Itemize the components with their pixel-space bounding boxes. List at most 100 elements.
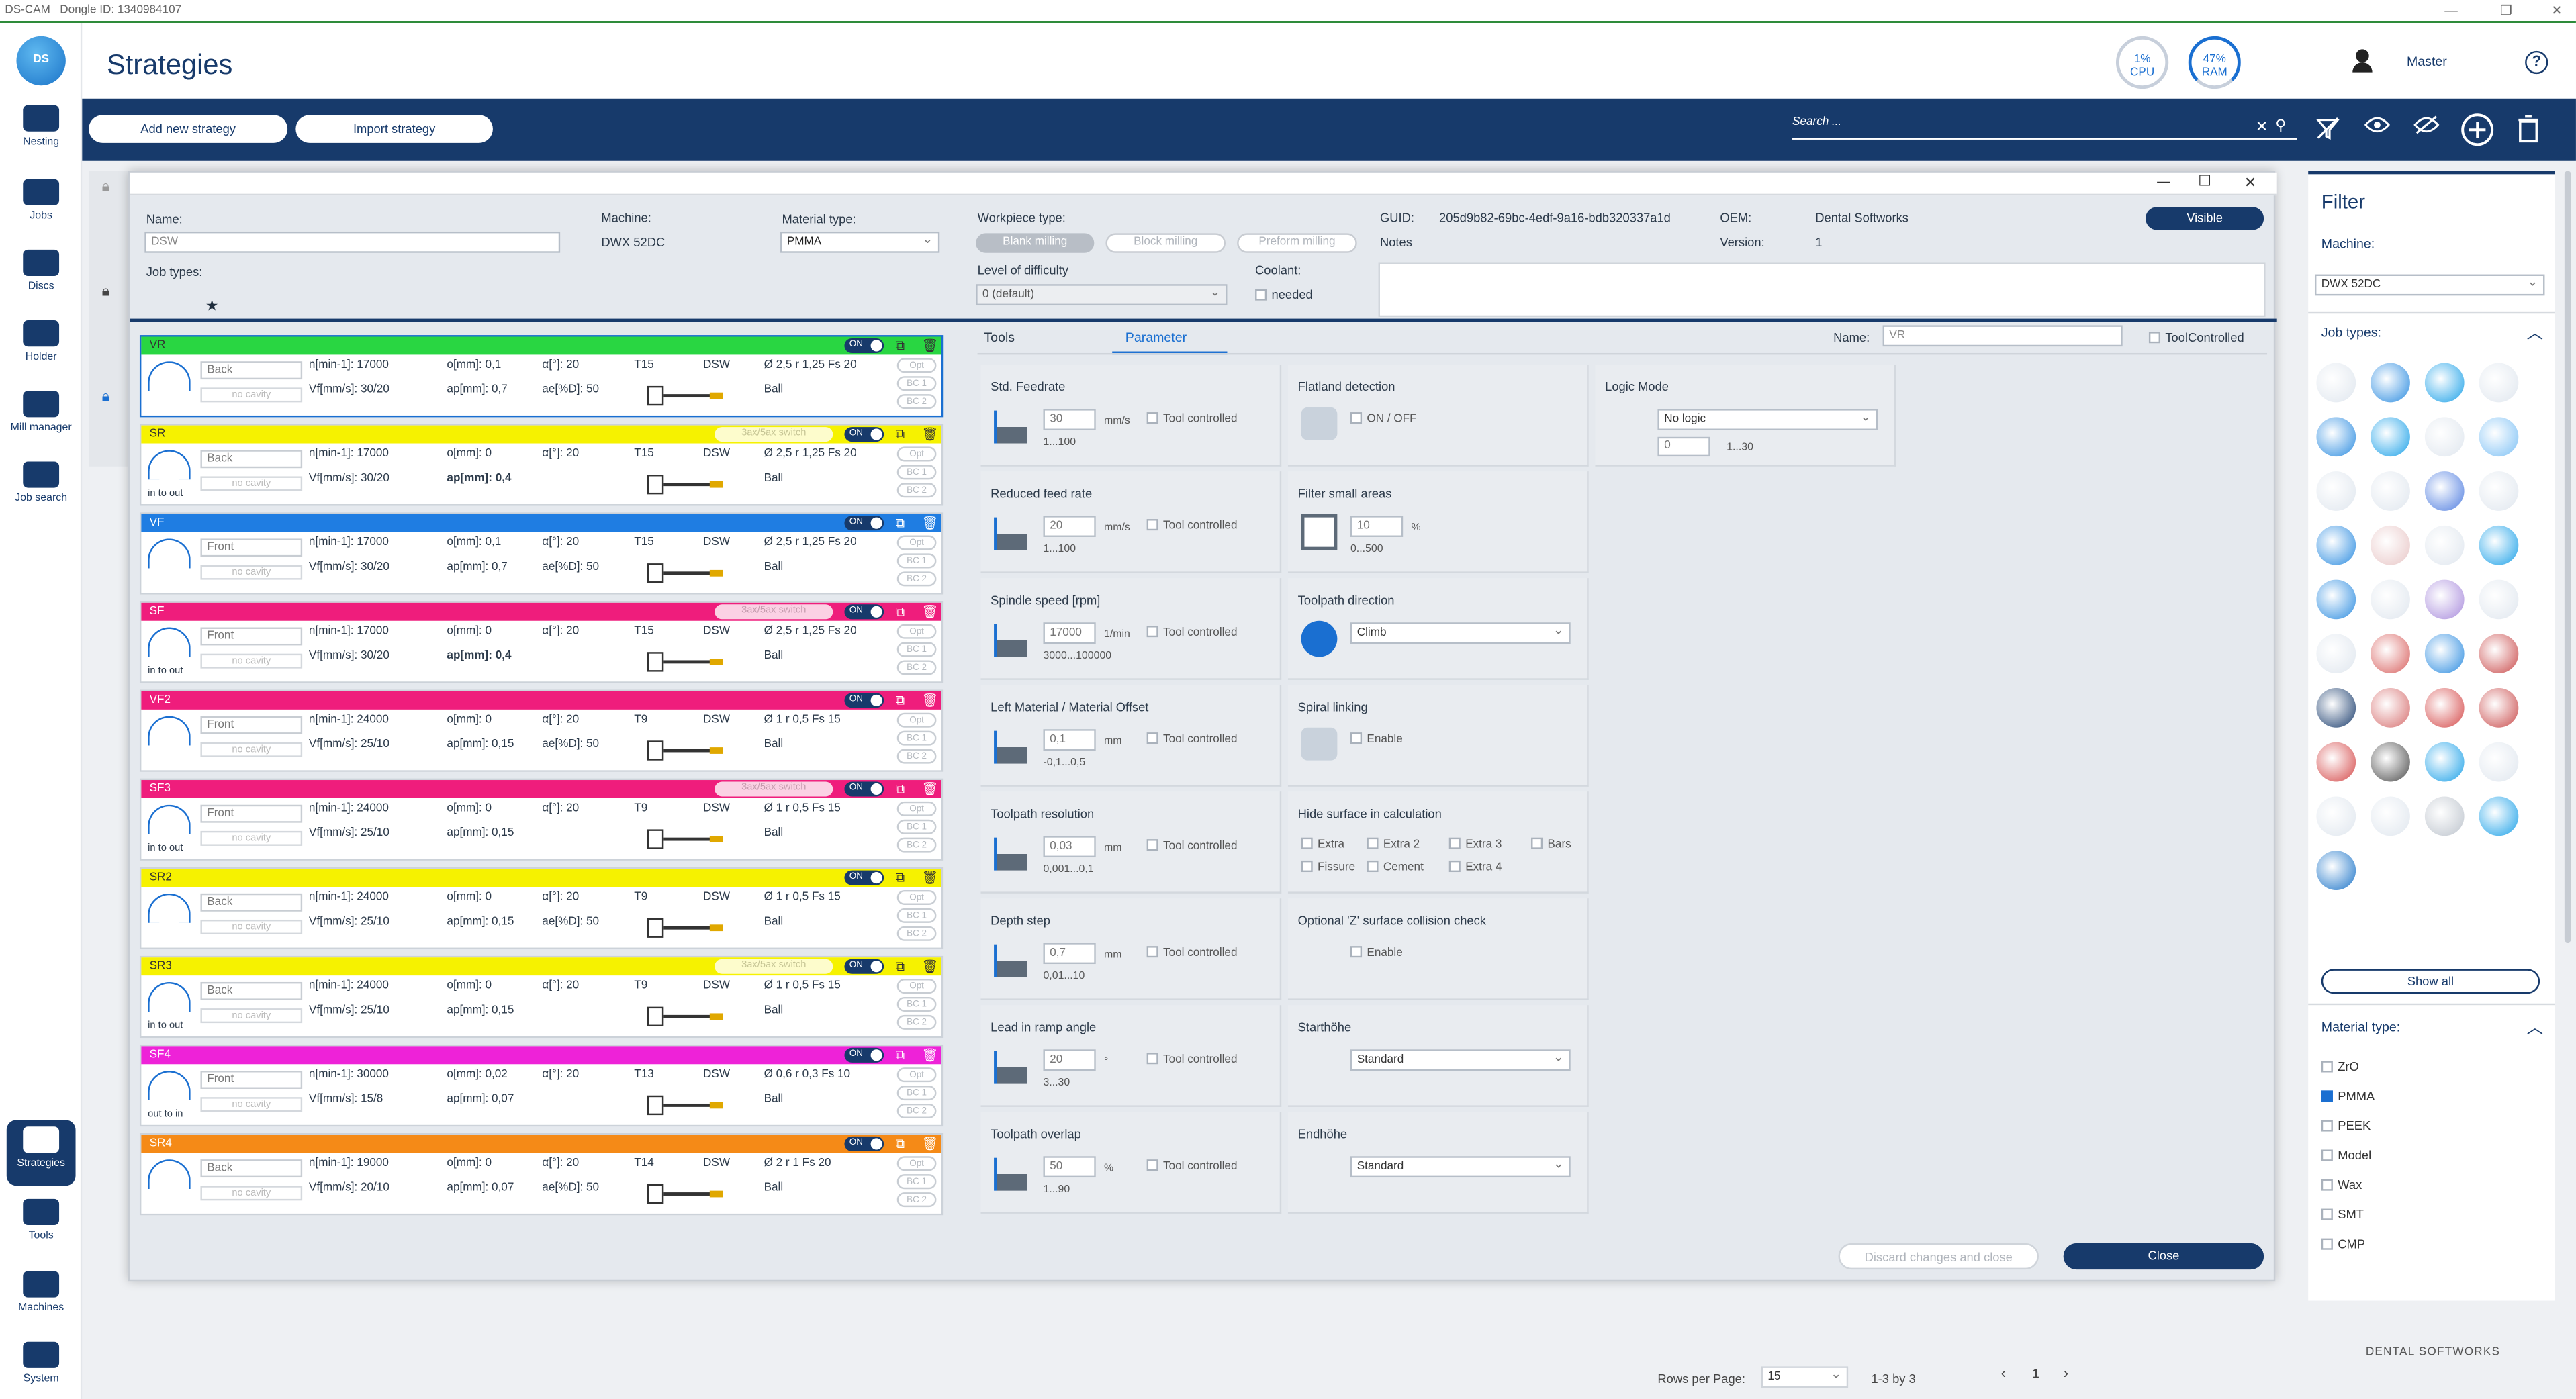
discard-changes-button[interactable]: Discard changes and close (1838, 1243, 2039, 1270)
no-cavity-field[interactable]: no cavity (200, 476, 303, 491)
collapse-icon[interactable]: ︿ (2526, 1020, 2544, 1039)
filter-off-icon[interactable] (2316, 117, 2340, 140)
on-toggle[interactable]: ON (844, 1136, 884, 1151)
job-type-icon[interactable] (2479, 742, 2519, 782)
strategy-card[interactable]: SF 3ax/5ax switch ON ⧉ 🗑︎ in to out Front no ca… (139, 601, 944, 683)
job-type-icon[interactable] (2424, 796, 2465, 836)
no-cavity-field[interactable]: no cavity (200, 1186, 303, 1201)
nav-item-jobs[interactable]: Jobs (0, 179, 82, 222)
on-toggle[interactable]: ON (844, 427, 884, 442)
param-select[interactable]: Climb (1350, 621, 1571, 644)
hide-surface-checkbox[interactable]: Fissure (1301, 860, 1355, 873)
opt-toggle[interactable]: Opt (896, 889, 937, 905)
copy-icon[interactable]: ⧉ (895, 604, 905, 620)
dialog-maximize-icon[interactable]: ☐ (2198, 172, 2212, 189)
block-milling-option[interactable]: Block milling (1105, 233, 1226, 253)
trash-icon[interactable]: 🗑︎ (921, 870, 939, 885)
search-icon[interactable]: ⚲ (2275, 116, 2287, 134)
direction-select[interactable]: Front (200, 627, 303, 646)
copy-icon[interactable]: ⧉ (895, 959, 905, 974)
job-type-icon[interactable] (2371, 525, 2410, 565)
hide-surface-checkbox[interactable]: Extra 3 (1448, 837, 1502, 851)
current-page[interactable]: 1 (2032, 1366, 2039, 1382)
param-checkbox[interactable]: Enable (1350, 946, 1403, 959)
hide-surface-checkbox[interactable]: Bars (1531, 837, 1571, 851)
direction-select[interactable]: Back (200, 361, 303, 380)
clear-search-icon[interactable]: ✕ (2255, 118, 2268, 135)
on-toggle[interactable]: ON (844, 516, 884, 531)
direction-select[interactable]: Back (200, 450, 303, 469)
nav-item-strategies[interactable]: Strategies (6, 1120, 76, 1186)
job-type-icon[interactable] (2424, 742, 2465, 782)
opt-toggle[interactable]: Opt (896, 801, 937, 816)
trash-icon[interactable]: 🗑︎ (921, 781, 939, 797)
param-input[interactable]: 0,7 (1043, 943, 1096, 965)
direction-select[interactable]: Front (200, 1071, 303, 1089)
axis-switch-toggle[interactable]: 3ax/5ax switch (715, 427, 833, 442)
trash-icon[interactable]: 🗑︎ (921, 604, 939, 620)
copy-icon[interactable]: ⧉ (895, 516, 905, 531)
rows-per-page-select[interactable]: 15 (1761, 1365, 1849, 1388)
visible-icon[interactable] (2364, 115, 2391, 134)
strategy-card[interactable]: VF2 ON ⧉ 🗑︎ Front no cavity n[min-1]: 24000 Vf[… (139, 689, 944, 772)
tab-parameter[interactable]: Parameter (1125, 330, 1187, 345)
material-checkbox-zro[interactable]: ZrO (2321, 1059, 2359, 1074)
trash-icon[interactable]: 🗑︎ (921, 693, 939, 708)
direction-select[interactable]: Back (200, 893, 303, 912)
copy-icon[interactable]: ⧉ (895, 1047, 905, 1063)
strategy-card[interactable]: SR3 3ax/5ax switch ON ⧉ 🗑︎ in to out Back no ca… (139, 955, 944, 1039)
bc2-toggle[interactable]: BC 2 (896, 1192, 937, 1208)
direction-select[interactable]: Front (200, 804, 303, 823)
nav-item-job-search[interactable]: Job search (0, 461, 82, 504)
param-select[interactable]: Standard (1350, 1048, 1571, 1071)
filter-machine-select[interactable]: DWX 52DC (2314, 273, 2545, 296)
strategy-card[interactable]: VR ON ⧉ 🗑︎ Back no cavity n[min-1]: 17000 Vf[mm… (139, 335, 944, 418)
material-checkbox-wax[interactable]: Wax (2321, 1177, 2362, 1192)
bc1-toggle[interactable]: BC 1 (896, 465, 937, 480)
axis-switch-toggle[interactable]: 3ax/5ax switch (715, 781, 833, 797)
tool-controlled-checkbox[interactable]: Tool controlled (1146, 519, 1237, 532)
param-input[interactable]: 30 (1043, 409, 1096, 430)
no-cavity-field[interactable]: no cavity (200, 653, 303, 669)
job-type-icon[interactable] (2316, 688, 2356, 728)
bc2-toggle[interactable]: BC 2 (896, 749, 937, 764)
bc1-toggle[interactable]: BC 1 (896, 1174, 937, 1190)
collapse-icon[interactable]: ︿ (2526, 325, 2544, 344)
material-checkbox-cmp[interactable]: CMP (2321, 1237, 2365, 1251)
no-cavity-field[interactable]: no cavity (200, 387, 303, 403)
preform-milling-option[interactable]: Preform milling (1237, 233, 1357, 253)
tool-controlled-checkbox[interactable]: Tool controlled (1146, 1159, 1237, 1173)
hide-surface-checkbox[interactable]: Extra 4 (1448, 860, 1502, 873)
copy-icon[interactable]: ⧉ (895, 427, 905, 442)
job-type-icon[interactable] (2316, 851, 2356, 890)
direction-select[interactable]: Front (200, 538, 303, 557)
maximize-icon[interactable]: ❐ (2500, 3, 2512, 18)
axis-switch-toggle[interactable]: 3ax/5ax switch (715, 604, 833, 620)
strategy-card[interactable]: SR2 ON ⧉ 🗑︎ Back no cavity n[min-1]: 24000 Vf[m… (139, 867, 944, 950)
job-type-icon[interactable] (2316, 471, 2356, 511)
user-avatar-icon[interactable] (2352, 49, 2373, 73)
nav-item-nesting[interactable]: Nesting (0, 105, 82, 148)
hide-surface-checkbox[interactable]: Cement (1367, 860, 1424, 873)
job-type-icon[interactable] (2479, 796, 2519, 836)
bc2-toggle[interactable]: BC 2 (896, 571, 937, 587)
user-name[interactable]: Master (2406, 54, 2447, 69)
search-input[interactable]: Search ... (1792, 117, 2297, 140)
opt-toggle[interactable]: Opt (896, 979, 937, 994)
trash-icon[interactable]: 🗑︎ (921, 1136, 939, 1151)
job-type-icon[interactable] (2316, 525, 2356, 565)
job-type-icon[interactable] (2479, 417, 2519, 457)
job-type-icon[interactable] (2424, 634, 2465, 674)
nav-item-holder[interactable]: Holder (0, 320, 82, 363)
param-input[interactable]: 10 (1350, 516, 1404, 537)
job-type-icon[interactable] (2371, 363, 2410, 403)
job-type-icon[interactable] (2479, 363, 2519, 403)
bc2-toggle[interactable]: BC 2 (896, 394, 937, 409)
trash-icon[interactable]: 🗑︎ (921, 427, 939, 442)
strategy-header-bar[interactable]: VR ON ⧉ 🗑︎ (141, 336, 941, 355)
strategy-header-bar[interactable]: SF 3ax/5ax switch ON ⧉ 🗑︎ (141, 602, 941, 621)
strategy-header-bar[interactable]: SF4 ON ⧉ 🗑︎ (141, 1046, 941, 1065)
notes-textarea[interactable] (1378, 262, 2266, 318)
job-type-icon[interactable] (2371, 742, 2410, 782)
copy-icon[interactable]: ⧉ (895, 781, 905, 797)
